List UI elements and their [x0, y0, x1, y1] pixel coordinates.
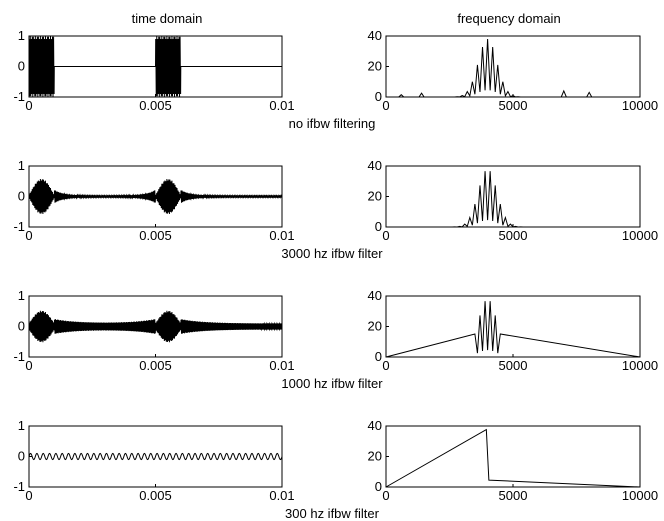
- row-caption: no ifbw filtering: [289, 116, 376, 131]
- x-tick-label: 0.005: [139, 228, 172, 243]
- y-tick-label: 0: [18, 319, 25, 334]
- x-tick-label: 0: [382, 228, 389, 243]
- y-tick-label: 0: [18, 59, 25, 74]
- axes-frame: [385, 35, 641, 98]
- x-tick-label: 5000: [499, 98, 528, 113]
- y-tick-label: 40: [368, 418, 382, 433]
- y-tick-label: 0: [375, 219, 382, 234]
- row-caption: 1000 hz ifbw filter: [281, 376, 383, 391]
- x-tick-label: 0.01: [269, 488, 294, 503]
- y-tick-label: -1: [13, 219, 25, 234]
- panel-freq-300hz: 0 5000 10000 40 20 0: [368, 418, 659, 503]
- x-tick-label: 0.01: [269, 358, 294, 373]
- row-caption: 3000 hz ifbw filter: [281, 246, 383, 261]
- y-tick-label: 40: [368, 288, 382, 303]
- x-tick-label: 0: [25, 358, 32, 373]
- x-tick-label: 0: [25, 98, 32, 113]
- series-line: [385, 301, 641, 358]
- row-caption: 300 hz ifbw filter: [285, 506, 380, 521]
- x-tick-label: 0.01: [269, 228, 294, 243]
- axes-frame: [385, 295, 641, 358]
- y-tick-label: 1: [18, 158, 25, 173]
- x-tick-label: 10000: [622, 98, 658, 113]
- x-tick-label: 10000: [622, 228, 658, 243]
- panel-freq-1000hz: 0 5000 10000 40 20 0: [368, 288, 659, 373]
- series-line: [385, 171, 641, 228]
- series-line: [28, 310, 283, 343]
- y-tick-label: -1: [13, 349, 25, 364]
- series-line: [28, 179, 283, 214]
- x-tick-label: 10000: [622, 358, 658, 373]
- x-tick-label: 0: [382, 358, 389, 373]
- x-tick-label: 5000: [499, 228, 528, 243]
- y-tick-label: -1: [13, 479, 25, 494]
- x-tick-label: 0: [25, 488, 32, 503]
- y-tick-label: 20: [368, 449, 382, 464]
- x-tick-label: 0: [25, 228, 32, 243]
- series-line: [28, 35, 282, 98]
- y-tick-label: 1: [18, 28, 25, 43]
- col-title-frequency: frequency domain: [457, 11, 560, 26]
- x-tick-label: 5000: [499, 488, 528, 503]
- x-tick-label: 0.005: [139, 98, 172, 113]
- panel-freq-no-filter: 0 5000 10000 40 20 0: [368, 28, 659, 113]
- series-line: [385, 428, 641, 488]
- y-tick-label: 0: [375, 89, 382, 104]
- panel-freq-3000hz: 0 5000 10000 40 20 0: [368, 158, 659, 243]
- y-tick-label: 0: [18, 449, 25, 464]
- series-line: [386, 39, 640, 98]
- y-tick-label: 1: [18, 288, 25, 303]
- series-line: [28, 452, 283, 461]
- x-tick-label: 10000: [622, 488, 658, 503]
- axes-frame: [385, 425, 641, 488]
- x-tick-label: 0: [382, 98, 389, 113]
- col-title-time: time domain: [132, 11, 203, 26]
- x-tick-label: 0.005: [139, 358, 172, 373]
- y-tick-label: -1: [13, 89, 25, 104]
- x-tick-label: 0.01: [269, 98, 294, 113]
- y-tick-label: 20: [368, 319, 382, 334]
- y-tick-label: 0: [18, 189, 25, 204]
- x-tick-label: 0: [382, 488, 389, 503]
- y-tick-label: 0: [375, 349, 382, 364]
- x-tick-label: 0.005: [139, 488, 172, 503]
- y-tick-label: 40: [368, 28, 382, 43]
- y-tick-label: 40: [368, 158, 382, 173]
- x-tick-label: 5000: [499, 358, 528, 373]
- axes-frame: [385, 165, 641, 228]
- y-tick-label: 20: [368, 189, 382, 204]
- y-tick-label: 20: [368, 59, 382, 74]
- y-tick-label: 1: [18, 418, 25, 433]
- y-tick-label: 0: [375, 479, 382, 494]
